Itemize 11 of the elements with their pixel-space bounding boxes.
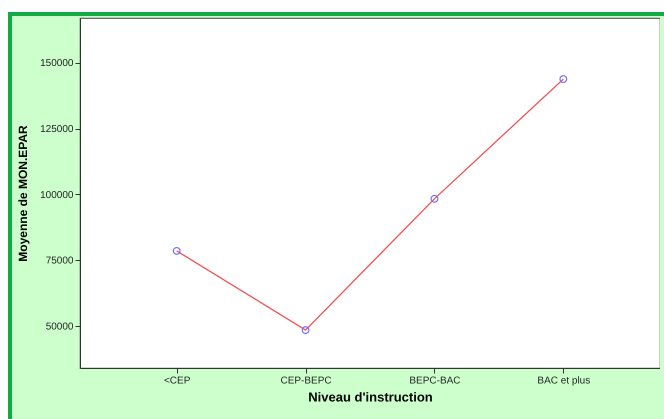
y-tick-label: 100000 [40, 190, 74, 201]
x-tick-label: BEPC-BAC [409, 376, 461, 386]
y-tick-label: 50000 [46, 321, 74, 332]
x-tick-label: CEP-BEPC [280, 376, 332, 386]
y-tick-label: 125000 [40, 124, 74, 136]
y-axis-title: Moyenne de MON.EPAR [16, 124, 30, 262]
x-tick-label: <CEP [164, 376, 191, 386]
x-axis-title: Niveau d'instruction [308, 390, 433, 404]
y-tick-label: 75000 [46, 256, 74, 267]
x-tick-label: BAC et plus [537, 376, 590, 386]
y-tick-label: 150000 [40, 58, 74, 70]
